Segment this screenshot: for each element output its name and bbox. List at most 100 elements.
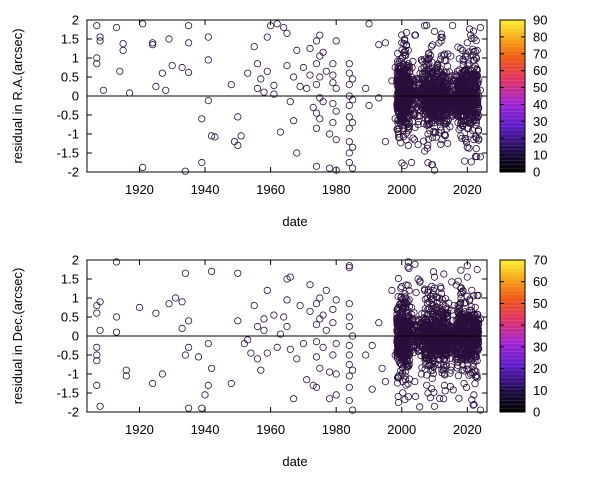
data-point bbox=[434, 60, 442, 68]
data-point bbox=[476, 86, 484, 94]
data-point bbox=[181, 167, 189, 175]
y-tick-label: 1 bbox=[72, 291, 79, 306]
data-point bbox=[425, 298, 433, 306]
data-point bbox=[447, 363, 455, 371]
data-point bbox=[414, 80, 423, 88]
data-point bbox=[165, 300, 173, 308]
colorbar-tick-label: 30 bbox=[533, 339, 547, 354]
y-tick-label: 1.5 bbox=[61, 32, 79, 47]
y-tick-label: -1 bbox=[67, 127, 79, 142]
data-point bbox=[388, 286, 396, 294]
data-point bbox=[426, 394, 434, 402]
data-point bbox=[397, 31, 406, 39]
data-point bbox=[466, 119, 475, 127]
data-point bbox=[428, 374, 436, 383]
data-point bbox=[437, 361, 445, 369]
data-point bbox=[280, 23, 288, 32]
data-point bbox=[458, 288, 466, 297]
data-point bbox=[414, 275, 422, 283]
data-point bbox=[458, 46, 467, 55]
data-point bbox=[414, 112, 422, 121]
data-point bbox=[454, 361, 462, 369]
data-point bbox=[409, 134, 417, 142]
data-point bbox=[96, 298, 104, 306]
data-point bbox=[185, 39, 193, 47]
data-point bbox=[464, 60, 472, 68]
data-point bbox=[394, 398, 403, 407]
data-point bbox=[471, 380, 479, 388]
data-point bbox=[441, 387, 449, 395]
colorbar-gradient bbox=[500, 260, 525, 412]
data-point bbox=[440, 270, 448, 278]
data-point bbox=[263, 286, 271, 294]
data-point bbox=[448, 112, 456, 121]
data-point bbox=[194, 353, 203, 361]
data-point bbox=[430, 348, 438, 356]
data-point bbox=[456, 309, 464, 317]
xlabel: date bbox=[282, 214, 307, 229]
data-point bbox=[139, 20, 147, 28]
data-point bbox=[403, 362, 411, 370]
data-point bbox=[316, 364, 324, 372]
data-point bbox=[455, 303, 463, 311]
data-point bbox=[396, 103, 404, 111]
data-point bbox=[185, 317, 193, 325]
data-point bbox=[463, 52, 471, 60]
data-point bbox=[457, 44, 465, 53]
data-point bbox=[457, 266, 465, 274]
data-point bbox=[440, 323, 449, 331]
data-point bbox=[425, 135, 433, 143]
data-point bbox=[442, 356, 451, 365]
dec-plot-frame bbox=[86, 259, 488, 413]
data-point bbox=[438, 344, 446, 352]
y-tick-label: 0 bbox=[72, 89, 79, 104]
data-point bbox=[253, 60, 262, 68]
data-point bbox=[456, 337, 464, 345]
data-point bbox=[149, 39, 157, 47]
data-point bbox=[391, 115, 399, 123]
data-point bbox=[303, 84, 311, 93]
data-point bbox=[270, 90, 278, 98]
data-point bbox=[407, 73, 416, 81]
data-point bbox=[312, 162, 321, 170]
data-point bbox=[240, 339, 248, 348]
ra-points bbox=[93, 20, 484, 175]
data-point bbox=[391, 63, 399, 72]
data-point bbox=[397, 284, 405, 292]
data-point bbox=[99, 86, 108, 94]
data-point bbox=[457, 319, 465, 328]
y-tick-label: -0.5 bbox=[57, 348, 79, 363]
x-tick-label: 1960 bbox=[256, 182, 285, 197]
data-point bbox=[441, 338, 450, 347]
data-point bbox=[463, 125, 472, 133]
data-point bbox=[453, 353, 462, 361]
data-point bbox=[399, 325, 407, 333]
data-point bbox=[455, 83, 464, 92]
data-point bbox=[441, 131, 449, 139]
data-point bbox=[322, 67, 330, 75]
data-point bbox=[472, 36, 480, 45]
data-point bbox=[283, 61, 291, 70]
colorbar-frame bbox=[499, 19, 526, 173]
data-point bbox=[234, 141, 242, 149]
data-point bbox=[398, 159, 406, 167]
data-point bbox=[402, 28, 411, 37]
data-point bbox=[332, 166, 340, 174]
data-point bbox=[253, 322, 262, 331]
data-point bbox=[204, 339, 212, 348]
data-point bbox=[286, 345, 294, 353]
data-point bbox=[407, 303, 416, 312]
data-point bbox=[430, 27, 439, 35]
data-point bbox=[437, 140, 445, 148]
data-point bbox=[227, 379, 235, 388]
data-point bbox=[472, 119, 480, 127]
data-point bbox=[432, 87, 441, 95]
data-point bbox=[430, 76, 439, 84]
data-point bbox=[181, 351, 189, 359]
data-point bbox=[116, 67, 124, 75]
data-point bbox=[421, 352, 430, 360]
data-point bbox=[198, 115, 206, 123]
data-point bbox=[253, 84, 262, 93]
data-point bbox=[469, 56, 477, 64]
data-point bbox=[461, 134, 469, 143]
